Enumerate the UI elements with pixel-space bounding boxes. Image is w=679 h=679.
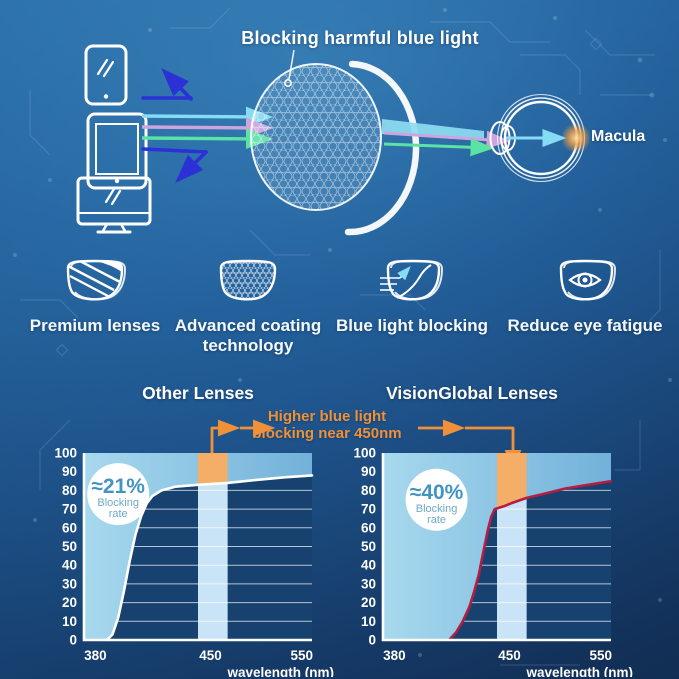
- y-tick-label: 80: [62, 483, 77, 498]
- badge-label: rate: [109, 508, 128, 520]
- badge-value: ≈40%: [410, 481, 464, 504]
- feature-premium-lenses: Premium lenses: [10, 258, 180, 336]
- blocked-blue-ray-top: [141, 68, 193, 101]
- feature-label: Blue light blocking: [335, 316, 489, 335]
- y-tick-label: 90: [361, 464, 376, 479]
- incoming-ray-green: [141, 128, 274, 150]
- feature-label: Reduce eye fatigue: [507, 316, 663, 335]
- axes: [381, 453, 611, 642]
- smartphone-icon: [84, 44, 128, 106]
- band-highlight-orange: [497, 453, 527, 509]
- incoming-ray-pink: [141, 117, 274, 139]
- x-tick-label: 550: [290, 648, 313, 663]
- tablet-icon: [86, 112, 148, 190]
- lens-stripes-icon: [66, 259, 127, 301]
- eye-diagram: [489, 93, 591, 183]
- y-tick-label: 70: [361, 502, 376, 517]
- chart-other-lenses: 0 10 20 30 40 50 60 70 80 90 100 380 450 550 wavelengt…: [50, 445, 340, 678]
- y-tick-label: 40: [62, 558, 77, 573]
- lens-eye-icon: [559, 259, 617, 301]
- chart-visionglobal-lenses: 0 10 20 30 40 50 60 70 80 90 100 380 450 550 wavelengt…: [349, 445, 639, 678]
- y-tick-label: 60: [361, 520, 376, 535]
- y-tick-label: 30: [361, 576, 376, 591]
- chart-title-other-lenses: Other Lenses: [142, 383, 254, 403]
- chart-title-visionglobal-lenses: VisionGlobal Lenses: [386, 383, 558, 403]
- lens-deflect-icon: [380, 259, 444, 301]
- x-tick-label: 550: [589, 648, 612, 663]
- title-pointer-line: [284, 49, 295, 87]
- y-tick-label: 50: [62, 539, 77, 554]
- y-tick-label: 80: [361, 483, 376, 498]
- y-tick-label: 90: [62, 464, 77, 479]
- feature-reduce-eye-fatigue: Reduce eye fatigue: [496, 258, 674, 336]
- blocking-rate-badge: [87, 463, 150, 526]
- x-axis-title: wavelength (nm): [226, 665, 334, 677]
- x-tick-label: 450: [199, 648, 222, 663]
- blocking-rate-badge: [405, 468, 468, 531]
- lens-mesh-icon: [219, 259, 277, 301]
- badge-label: rate: [427, 514, 446, 526]
- y-tick-label: 60: [62, 520, 77, 535]
- annotation-higher-blocking: Higher blue light blocking near 450nm: [242, 408, 412, 442]
- hero-title: Blocking harmful blue light: [241, 28, 479, 48]
- macula-label: Macula: [591, 128, 646, 145]
- transmittance-curve: [447, 479, 613, 642]
- feature-advanced-coating: Advanced coating technology: [163, 258, 333, 356]
- coated-lens: [250, 60, 420, 236]
- y-tick-label: 70: [62, 502, 77, 517]
- y-tick-label: 10: [62, 614, 77, 629]
- badge-label: Blocking: [416, 503, 458, 515]
- y-tick-label: 20: [361, 595, 376, 610]
- y-tick-label: 100: [353, 446, 376, 461]
- blocked-blue-ray-bottom: [141, 147, 208, 183]
- y-tick-label: 50: [361, 539, 376, 554]
- feature-label: Premium lenses: [29, 316, 161, 335]
- transmitted-ray-green: [383, 138, 495, 157]
- x-axis-title: wavelength (nm): [525, 665, 633, 677]
- y-tick-label: 0: [368, 633, 376, 648]
- macula-glow: [561, 123, 591, 153]
- axes: [82, 453, 312, 642]
- incoming-ray-cyan: [141, 106, 274, 128]
- y-tick-label: 0: [69, 633, 77, 648]
- y-tick-label: 30: [62, 576, 77, 591]
- y-tick-label: 20: [62, 595, 77, 610]
- y-tick-label: 10: [361, 614, 376, 629]
- x-tick-label: 450: [498, 648, 521, 663]
- badge-value: ≈21%: [91, 475, 145, 498]
- feature-blue-light-blocking: Blue light blocking: [327, 258, 497, 336]
- band-highlight-orange: [198, 453, 228, 485]
- annotation-line1: Higher blue light: [267, 408, 387, 425]
- y-tick-label: 40: [361, 558, 376, 573]
- x-tick-label: 380: [84, 648, 107, 663]
- y-tick-label: 100: [54, 446, 77, 461]
- annotation-line2: blocking near 450nm: [252, 425, 402, 442]
- transmittance-curve: [105, 474, 314, 642]
- badge-label: Blocking: [97, 497, 139, 509]
- monitor-icon: [76, 176, 152, 234]
- hero-diagram: [76, 44, 591, 236]
- feature-label: Advanced coating technology: [174, 316, 322, 355]
- x-tick-label: 380: [383, 648, 406, 663]
